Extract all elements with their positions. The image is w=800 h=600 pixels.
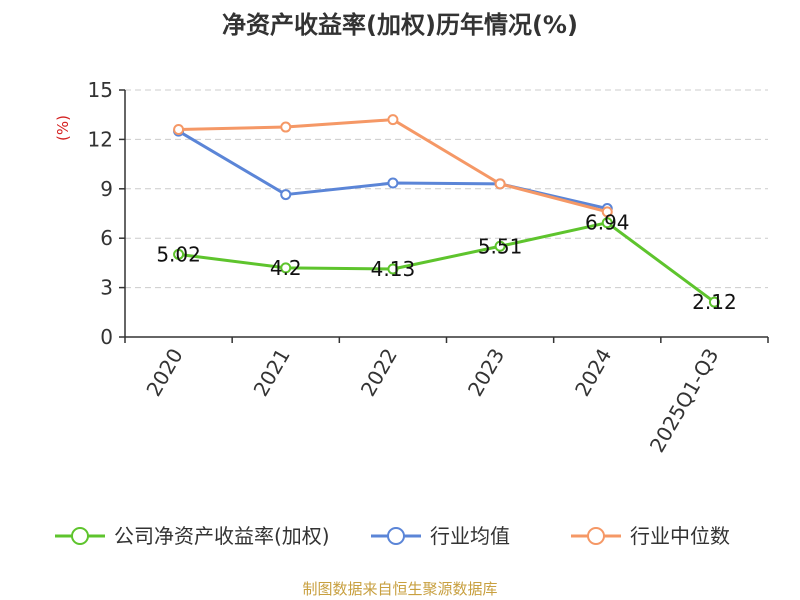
legend: 公司净资产收益率(加权) 行业均值 行业中位数 <box>55 524 730 548</box>
x-tick-label: 2024 <box>570 344 616 400</box>
data-point <box>387 263 399 275</box>
data-point <box>280 189 292 201</box>
data-point <box>387 114 399 126</box>
y-tick-label: 3 <box>100 276 113 300</box>
series-line <box>177 129 608 211</box>
grid-lines <box>125 89 768 289</box>
y-tick-label: 12 <box>88 127 113 151</box>
legend-swatch-marker <box>71 527 89 545</box>
y-tick-label: 15 <box>88 78 113 102</box>
source-note: 制图数据来自恒生聚源数据库 <box>302 580 497 598</box>
x-axis-ticks: 2020 2021 2022 2023 2024 2025Q1-Q3 <box>124 337 769 457</box>
y-tick-label: 9 <box>100 177 113 201</box>
data-point <box>494 178 506 190</box>
data-label: 6.94 <box>585 211 630 235</box>
data-point <box>494 240 506 252</box>
x-tick-label: 2022 <box>356 344 402 400</box>
legend-swatch-marker <box>587 527 605 545</box>
chart-title: 净资产收益率(加权)历年情况(%) <box>222 11 578 39</box>
y-axis-label: (%) <box>54 115 72 141</box>
data-point <box>280 262 292 274</box>
y-tick-label: 0 <box>100 325 113 349</box>
x-tick-label: 2021 <box>249 344 295 400</box>
data-label: 2.12 <box>692 290 737 314</box>
data-label: 4.13 <box>371 257 416 281</box>
data-point <box>173 124 185 136</box>
data-point <box>280 121 292 133</box>
x-tick-label: 2020 <box>141 344 187 400</box>
data-label: 4.2 <box>270 256 302 280</box>
data-label: 5.51 <box>478 234 523 258</box>
legend-label: 行业均值 <box>430 524 510 548</box>
data-point <box>601 206 613 218</box>
data-label: 5.02 <box>156 242 201 266</box>
series-line <box>178 221 716 304</box>
y-axis-ticks: 0 3 6 9 12 15 <box>88 78 125 349</box>
legend-label: 公司净资产收益率(加权) <box>114 524 330 548</box>
data-labels: 5.02 4.2 4.13 5.51 6.94 2.12 <box>156 211 736 314</box>
data-point <box>387 177 399 189</box>
series-group <box>173 114 720 308</box>
data-point <box>173 248 185 260</box>
data-point <box>708 296 720 308</box>
series-line <box>178 118 608 214</box>
legend-label: 行业中位数 <box>630 524 730 548</box>
y-tick-label: 6 <box>100 226 113 250</box>
x-tick-label: 2025Q1-Q3 <box>645 344 724 456</box>
legend-swatch-marker <box>387 527 405 545</box>
x-tick-label: 2023 <box>463 344 509 400</box>
data-point <box>601 217 613 229</box>
